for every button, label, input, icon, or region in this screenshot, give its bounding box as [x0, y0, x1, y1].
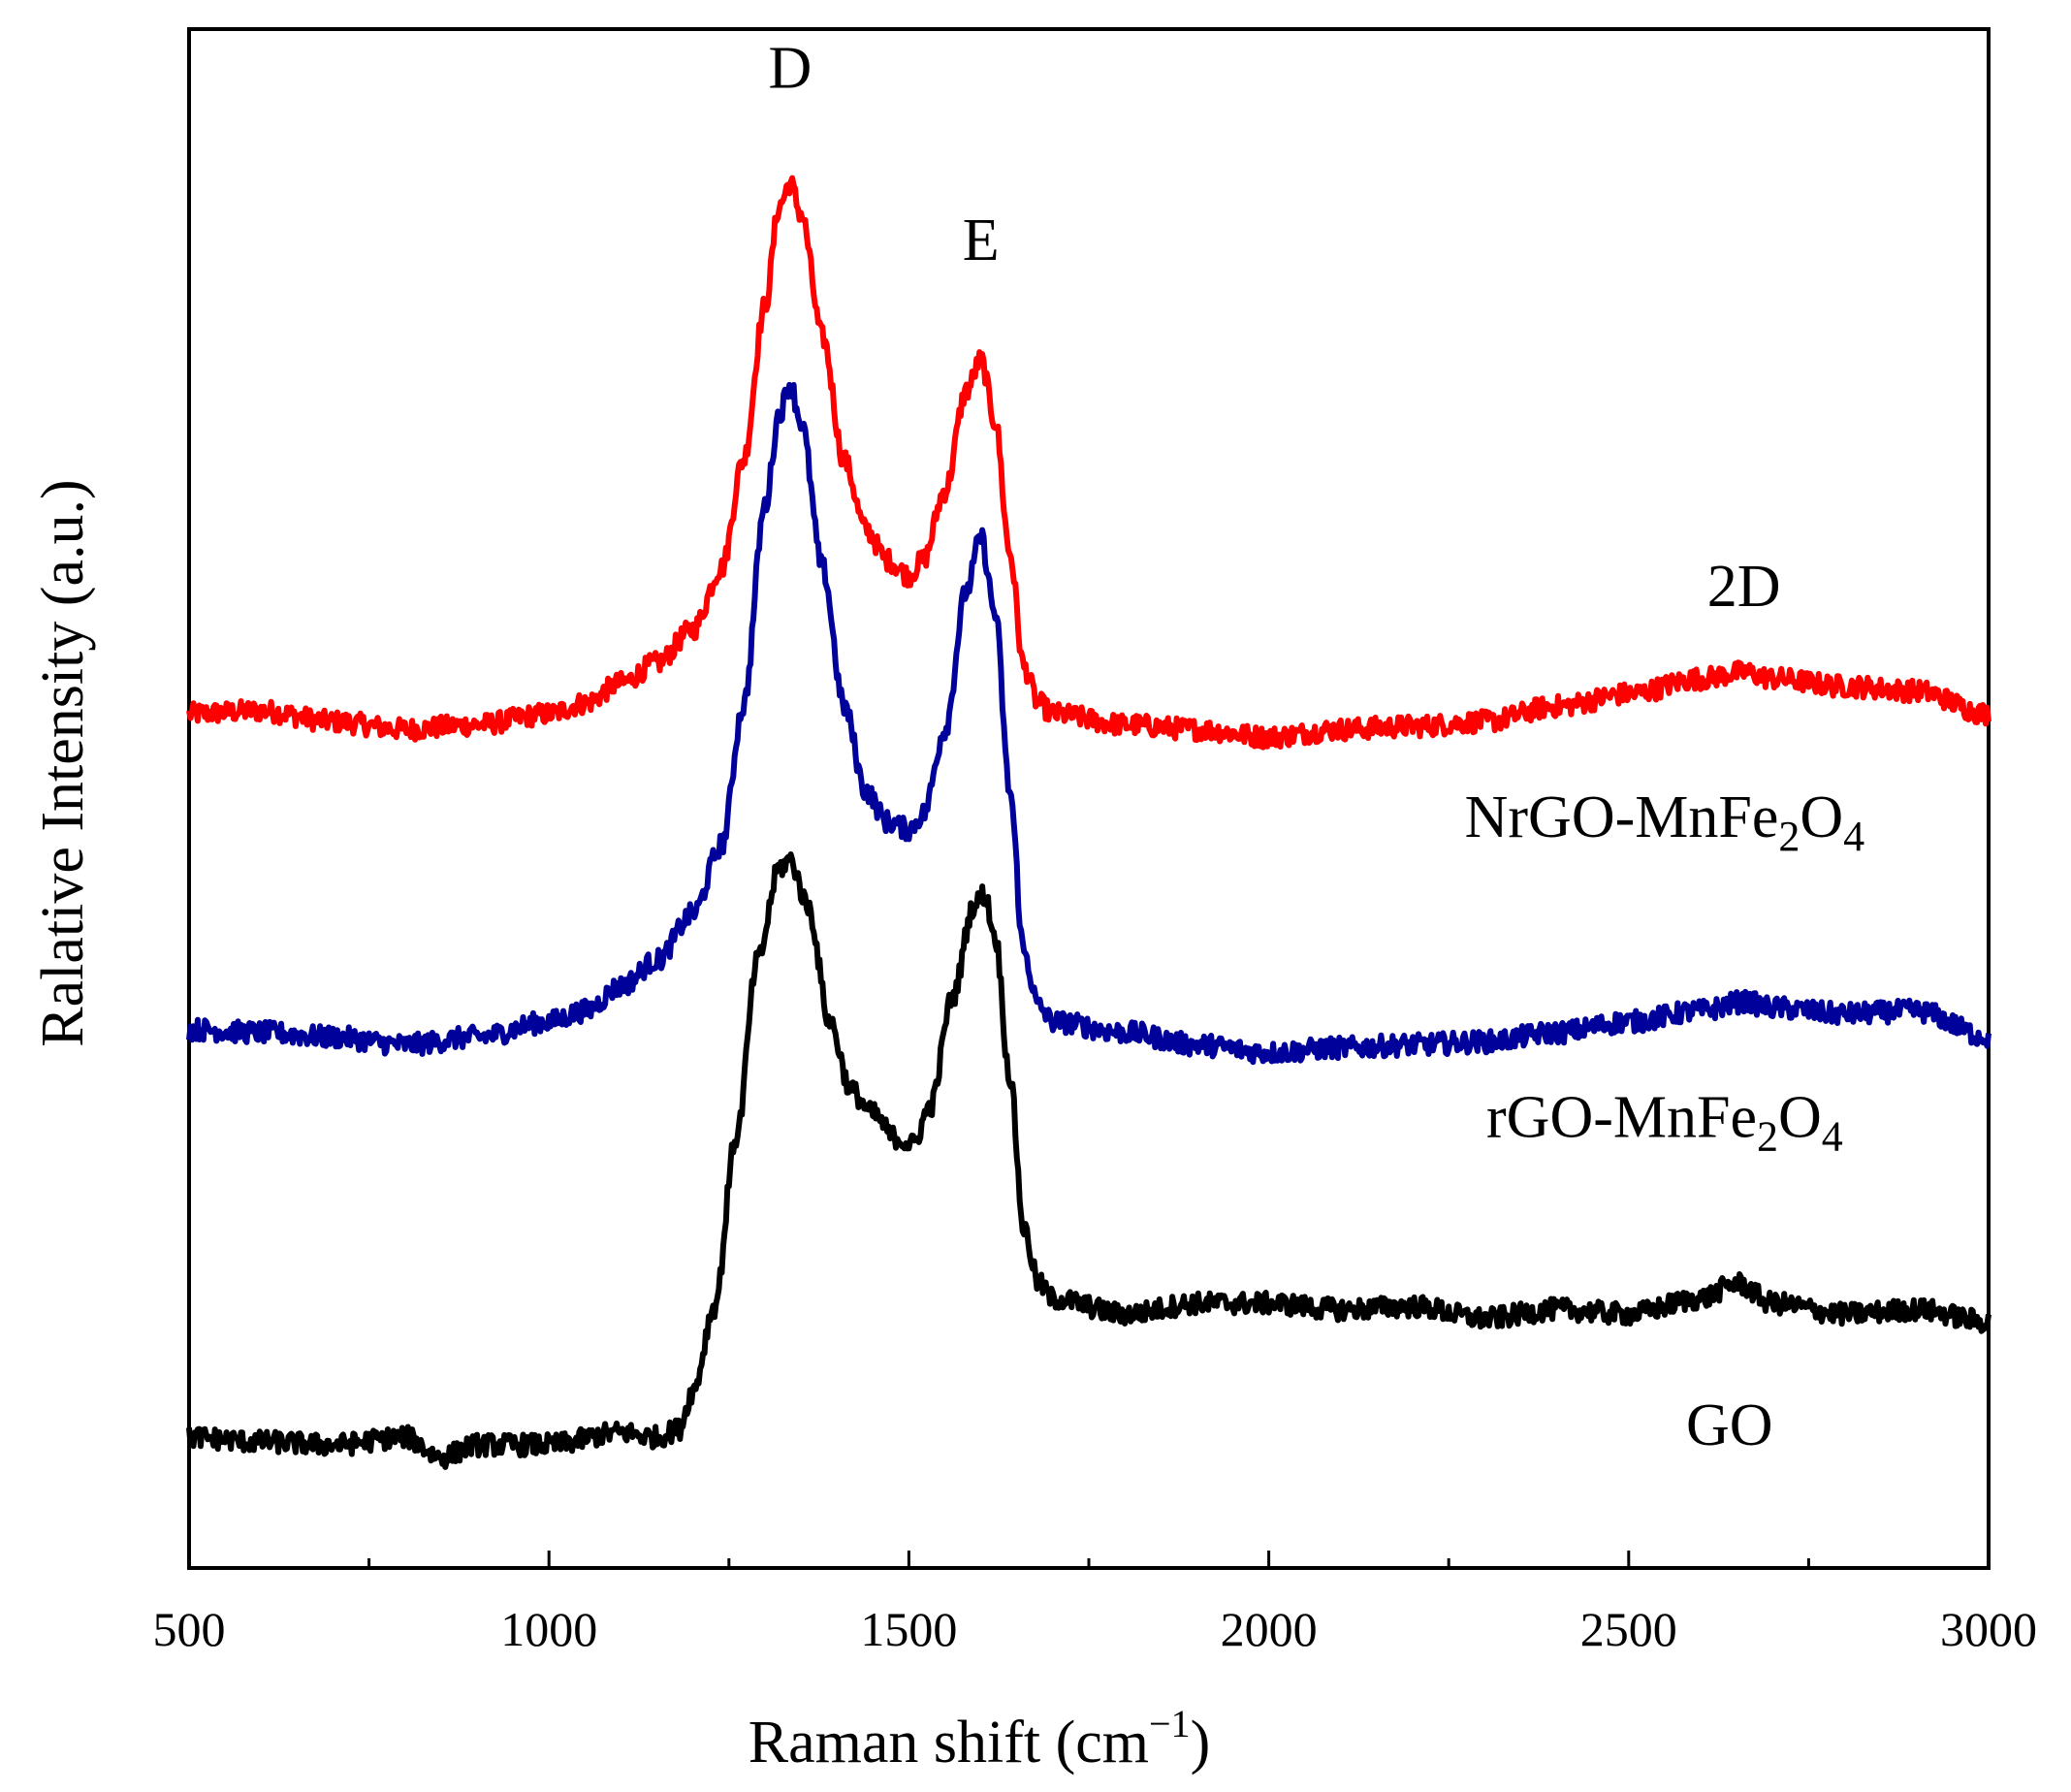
x-axis-ticks: 500 1000 1500 2000 2500 3000 [153, 1551, 2037, 1656]
x-tick-label: 3000 [1940, 1602, 2037, 1656]
peak-label-2d: 2D [1707, 554, 1781, 620]
x-tick-label: 1000 [500, 1602, 597, 1656]
series-label-go: GO [1686, 1392, 1773, 1458]
x-tick-label: 500 [153, 1602, 226, 1656]
peak-label-d: D [769, 35, 812, 101]
series-line-rgo-mnfe2o4 [186, 381, 1991, 1066]
series-lines [186, 175, 1991, 1470]
x-axis-label: Raman shift (cm−1) [749, 1702, 1210, 1776]
series-line-go [186, 851, 1991, 1470]
peak-label-e: E [963, 208, 1000, 273]
x-tick-label: 1500 [860, 1602, 957, 1656]
annotation-labels: NrGO-MnFe2O4 rGO-MnFe2O4 GO D E 2D [769, 35, 1865, 1458]
x-tick-label: 2000 [1221, 1602, 1318, 1656]
series-label-nrgo-mnfe2o4: NrGO-MnFe2O4 [1465, 784, 1865, 860]
x-tick-label: 2500 [1580, 1602, 1677, 1656]
series-line-nrgo-mnfe2o4 [186, 175, 1991, 751]
y-axis-label: Ralative Intensity (a.u.) [30, 479, 96, 1046]
series-label-rgo-mnfe2o4: rGO-MnFe2O4 [1486, 1085, 1843, 1161]
